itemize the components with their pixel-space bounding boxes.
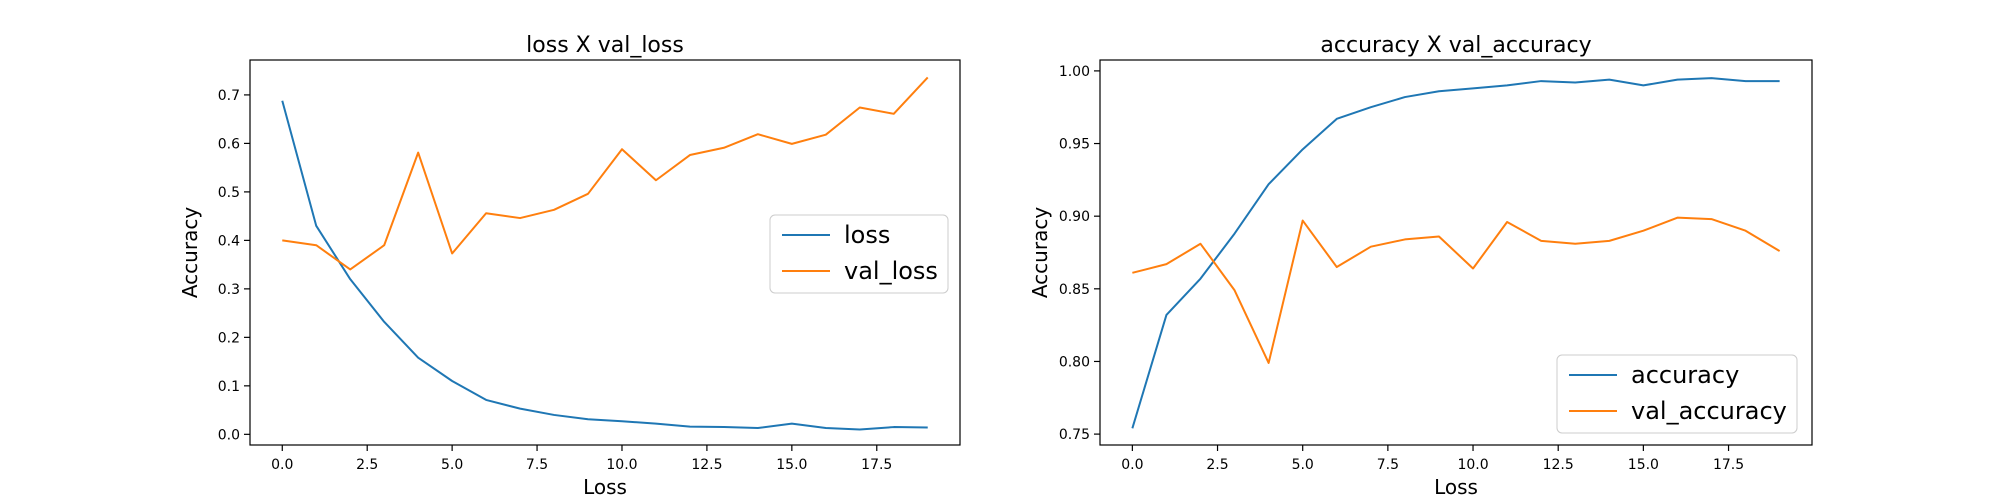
chart1-y-tick-label: 0.6 — [218, 136, 240, 152]
chart1-y-tick-label: 0.4 — [218, 233, 240, 249]
chart1-x-tick-label: 15.0 — [776, 457, 807, 473]
chart2-plot-frame — [1099, 59, 1813, 446]
chart1-x-tick-label: 2.5 — [356, 457, 378, 473]
chart2-y-tick-label: 0.80 — [1059, 354, 1090, 370]
chart2-y-tick-label: 0.90 — [1059, 209, 1090, 225]
chart2-y-tick-label: 0.85 — [1059, 282, 1090, 298]
chart1-x-tick-label: 5.0 — [441, 457, 463, 473]
chart2-y-tick-label: 0.75 — [1059, 427, 1090, 443]
chart1-x-tick-label: 10.0 — [606, 457, 637, 473]
chart1-y-tick-label: 0.5 — [218, 185, 240, 201]
chart1-x-tick-label: 0.0 — [271, 457, 293, 473]
chart1-y-tick-label: 0.2 — [218, 330, 240, 346]
chart1-series-line-val_loss — [282, 76, 929, 271]
chart2-x-tick-label: 7.5 — [1377, 457, 1399, 473]
chart2-y-tick-label: 0.95 — [1059, 137, 1090, 153]
chart1-plot-frame — [249, 59, 961, 446]
chart1-x-axis-label: Loss — [583, 475, 627, 499]
chart2-x-tick-label: 12.5 — [1543, 457, 1574, 473]
chart2-x-tick-label: 10.0 — [1457, 457, 1488, 473]
chart2-legend-label-accuracy: accuracy — [1631, 361, 1739, 389]
chart1-y-tick-label: 0.1 — [218, 379, 240, 395]
chart1-x-tick-label: 7.5 — [526, 457, 548, 473]
chart1-series-line-loss — [281, 100, 928, 431]
chart1-legend-label-val_loss: val_loss — [844, 257, 938, 285]
chart2-y-tick-label: 1.00 — [1059, 64, 1090, 80]
chart2-x-tick-label: 15.0 — [1628, 457, 1659, 473]
chart2-series-line-accuracy — [1131, 77, 1780, 429]
chart2-title: accuracy X val_accuracy — [1320, 33, 1591, 58]
chart1-y-tick-label: 0.0 — [218, 427, 240, 443]
chart2-x-tick-label: 5.0 — [1292, 457, 1314, 473]
chart2-x-tick-label: 2.5 — [1206, 457, 1228, 473]
chart1-y-tick-label: 0.3 — [218, 282, 240, 298]
chart2-series-line-val_accuracy — [1132, 216, 1781, 364]
chart2-x-tick-label: 17.5 — [1713, 457, 1744, 473]
chart2-x-tick-label: 0.0 — [1121, 457, 1143, 473]
chart2-y-axis-label: Accuracy — [1028, 207, 1052, 298]
chart2-legend-label-val_accuracy: val_accuracy — [1631, 397, 1787, 425]
chart1-x-tick-label: 12.5 — [691, 457, 722, 473]
chart1-title: loss X val_loss — [526, 33, 684, 58]
chart1-y-tick-label: 0.7 — [218, 88, 240, 104]
chart1-y-axis-label: Accuracy — [178, 207, 202, 298]
chart1-legend-label-loss: loss — [844, 221, 890, 249]
chart2-x-axis-label: Loss — [1434, 475, 1478, 499]
chart1-x-tick-label: 17.5 — [861, 457, 892, 473]
